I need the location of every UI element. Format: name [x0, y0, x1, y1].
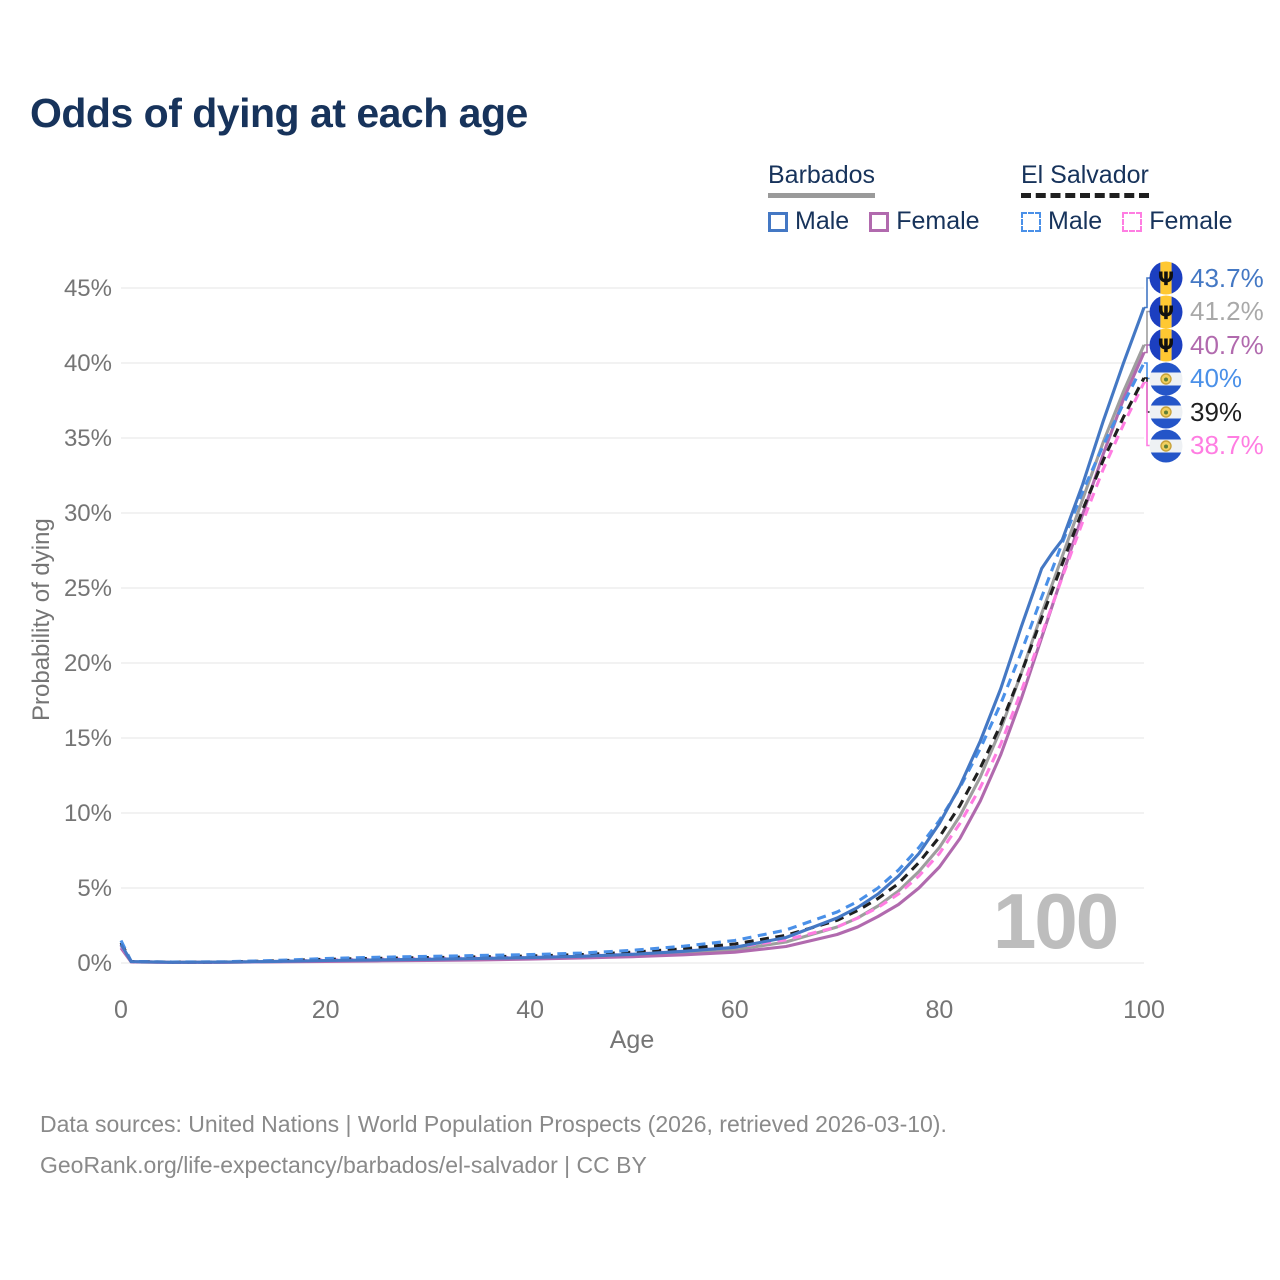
end-label-value: 40%: [1190, 363, 1243, 393]
series-line-barbados-female: [119, 351, 1146, 964]
end-label-el-salvador-both: 39%: [1149, 395, 1242, 429]
y-tick-label: 35%: [63, 425, 112, 452]
legend-item-el-salvador-female[interactable]: Female: [1122, 207, 1233, 236]
el-salvador-flag-icon: [1149, 362, 1183, 395]
end-label-barbados-female: Ψ 40.7%: [1149, 328, 1264, 362]
end-label-el-salvador-female: 38.7%: [1149, 429, 1264, 463]
y-tick-label: 40%: [63, 350, 112, 377]
footer-data-sources: Data sources: United Nations | World Pop…: [40, 1111, 947, 1137]
svg-text:Ψ: Ψ: [1158, 335, 1174, 357]
barbados-flag-icon: Ψ: [1149, 328, 1183, 362]
barbados-flag-icon: Ψ: [1149, 261, 1183, 295]
end-label-el-salvador-male: 40%: [1149, 362, 1242, 396]
legend-label: Female: [1149, 207, 1233, 235]
y-tick-label: 20%: [63, 650, 112, 677]
end-label-value: 43.7%: [1190, 262, 1264, 293]
barbados-female-swatch-icon: [869, 211, 890, 232]
legend-item-barbados-female[interactable]: Female: [869, 207, 980, 236]
page-title: Odds of dying at each age: [30, 90, 528, 136]
age-watermark: 100: [993, 877, 1119, 965]
svg-text:Ψ: Ψ: [1158, 268, 1174, 290]
series-line-el-salvador-male: [119, 362, 1146, 964]
end-label-value: 41.2%: [1190, 296, 1264, 326]
y-tick-label: 25%: [63, 575, 112, 602]
x-tick-label: 80: [925, 996, 954, 1024]
el-salvador-flag-icon: [1149, 395, 1183, 429]
end-label-barbados-male: Ψ 43.7%: [1149, 261, 1264, 295]
x-tick-label: 100: [1123, 996, 1165, 1024]
x-tick-label: 0: [114, 996, 128, 1024]
barbados-flag-icon: Ψ: [1149, 295, 1183, 328]
x-axis-title: Age: [609, 1026, 655, 1054]
legend-country-barbados: Barbados: [768, 161, 876, 198]
x-tick-label: 60: [720, 996, 749, 1024]
end-label-value: 38.7%: [1190, 430, 1264, 460]
barbados-male-swatch-icon: [768, 211, 788, 232]
legend-label: Male: [795, 207, 850, 235]
gridlines: [121, 287, 1144, 964]
el-salvador-male-swatch-icon: [1021, 211, 1041, 232]
y-tick-label: 30%: [63, 500, 112, 527]
footer-attribution-url: GeoRank.org/life-expectancy/barbados/el-…: [40, 1152, 647, 1178]
y-tick-label: 15%: [63, 725, 112, 752]
series-line-barbados-male: [119, 306, 1146, 964]
legend-label: Male: [1048, 207, 1103, 235]
series-line-el-salvador-both: [119, 377, 1146, 964]
y-tick-label: 45%: [63, 275, 112, 302]
el-salvador-female-swatch-icon: [1122, 211, 1143, 232]
y-tick-label: 5%: [77, 875, 112, 902]
svg-text:Ψ: Ψ: [1158, 302, 1174, 324]
legend-country-el-salvador: El Salvador: [1021, 161, 1149, 198]
series-line-el-salvador-female: [119, 381, 1146, 964]
y-tick-label: 10%: [63, 800, 112, 827]
series-lines: [119, 306, 1146, 964]
legend-label: Female: [896, 207, 980, 235]
legend-group-barbados: Barbados Male Female: [768, 161, 980, 236]
footer: Data sources: United Nations | World Pop…: [40, 1104, 947, 1186]
el-salvador-flag-icon: [1149, 429, 1183, 462]
legend-group-el-salvador: El Salvador Male Female: [1021, 161, 1233, 236]
end-label-value: 39%: [1190, 396, 1243, 427]
x-tick-label: 40: [516, 996, 545, 1024]
y-tick-label: 0%: [77, 950, 112, 977]
end-label-barbados-both: Ψ 41.2%: [1149, 295, 1264, 329]
legend-item-el-salvador-male[interactable]: Male: [1021, 207, 1102, 236]
end-label-value: 40.7%: [1190, 329, 1264, 360]
legend-item-barbados-male[interactable]: Male: [768, 207, 849, 236]
x-tick-label: 20: [311, 996, 340, 1024]
